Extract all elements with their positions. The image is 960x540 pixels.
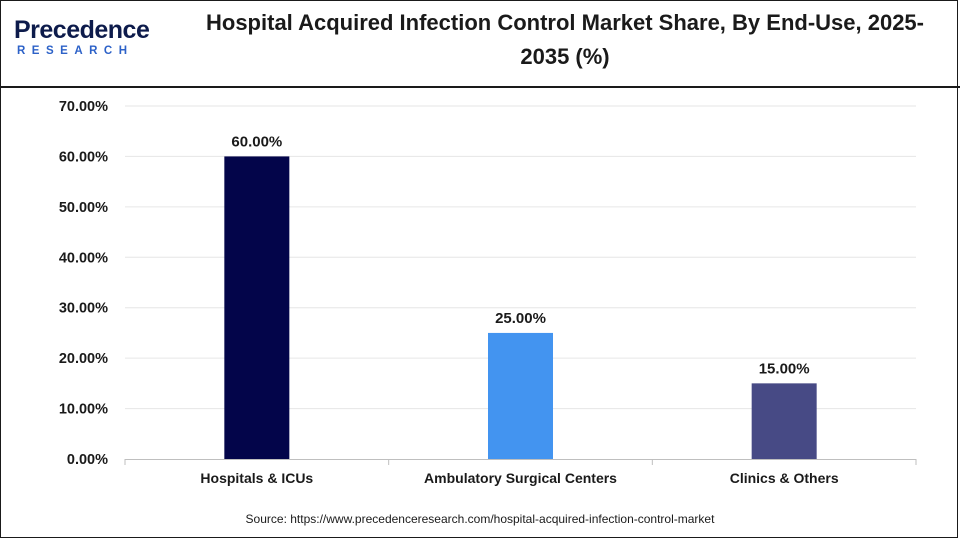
brand-name: Precedence (14, 16, 150, 44)
bar-data-label: 15.00% (759, 360, 810, 377)
y-tick-label: 30.00% (59, 301, 108, 317)
bar (488, 332, 553, 459)
source-text: Source: https://www.precedenceresearch.c… (245, 512, 715, 526)
bar-data-labels: 60.00% 25.00% 15.00% (231, 133, 809, 377)
chart-title: Hospital Acquired Infection Control Mark… (206, 10, 924, 69)
chart-header: Precedence RESEARCH Hospital Acquired In… (0, 0, 960, 88)
y-tick-label: 40.00% (59, 250, 108, 266)
bar (224, 156, 290, 459)
brand-logo: Precedence RESEARCH (14, 16, 164, 62)
bar (751, 383, 817, 459)
y-tick-label: 20.00% (59, 351, 108, 367)
bars (224, 156, 817, 459)
x-category-label: Ambulatory Surgical Centers (424, 470, 617, 486)
x-axis-category-labels: Hospitals & ICUs Ambulatory Surgical Cent… (200, 470, 838, 486)
y-tick-label: 70.00% (59, 99, 108, 115)
bar-data-label: 25.00% (495, 310, 546, 327)
x-axis (124, 459, 917, 465)
x-category-label: Hospitals & ICUs (200, 470, 313, 486)
bar-chart: 0.00% 10.00% 20.00% 30.00% 40.00% 50.00% 60.00… (59, 99, 917, 486)
x-category-label: Clinics & Others (730, 470, 839, 486)
y-axis-tick-labels: 0.00% 10.00% 20.00% 30.00% 40.00% 50.00% 60.00… (59, 99, 108, 468)
y-tick-label: 0.00% (67, 452, 108, 468)
y-tick-label: 50.00% (59, 200, 108, 216)
brand-tagline: RESEARCH (17, 45, 134, 57)
y-tick-label: 10.00% (59, 402, 108, 418)
y-tick-label: 60.00% (59, 149, 108, 165)
bar-data-label: 60.00% (231, 133, 282, 150)
